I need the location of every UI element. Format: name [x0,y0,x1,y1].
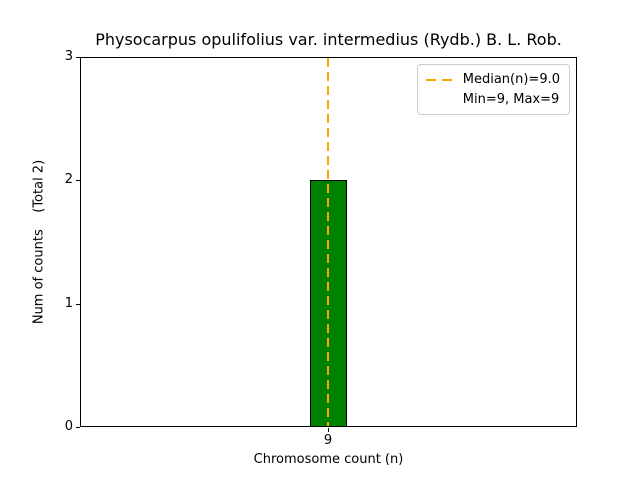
legend-label-minmax: Min=9, Max=9 [462,92,560,107]
ytick-mark-3 [76,57,80,58]
legend: Median(n)=9.0 Min=9, Max=9 [416,64,570,115]
median-dashed-line-swatch [425,78,454,81]
x-axis-label: Chromosome count (n) [253,452,404,467]
plot-area: Median(n)=9.0 Min=9, Max=9 [80,57,577,427]
empty-swatch [426,99,454,101]
xtick-label-9: 9 [323,433,333,448]
ytick-mark-0 [76,427,80,428]
ytick-label-3: 3 [64,49,73,64]
ytick-label-0: 0 [64,419,73,434]
legend-entry-minmax: Min=9, Max=9 [426,90,560,109]
median-dashed-line [327,58,329,426]
ytick-mark-1 [76,304,80,305]
ytick-mark-2 [76,180,80,181]
legend-entry-median: Median(n)=9.0 [425,70,560,89]
xtick-mark-9 [328,428,329,432]
ytick-label-1: 1 [64,296,73,311]
chart-title: Physocarpus opulifolius var. intermedius… [95,30,562,49]
ytick-label-2: 2 [64,172,73,187]
legend-label-median: Median(n)=9.0 [462,72,560,87]
y-axis-label: Num of counts (Total 2) [31,159,47,325]
